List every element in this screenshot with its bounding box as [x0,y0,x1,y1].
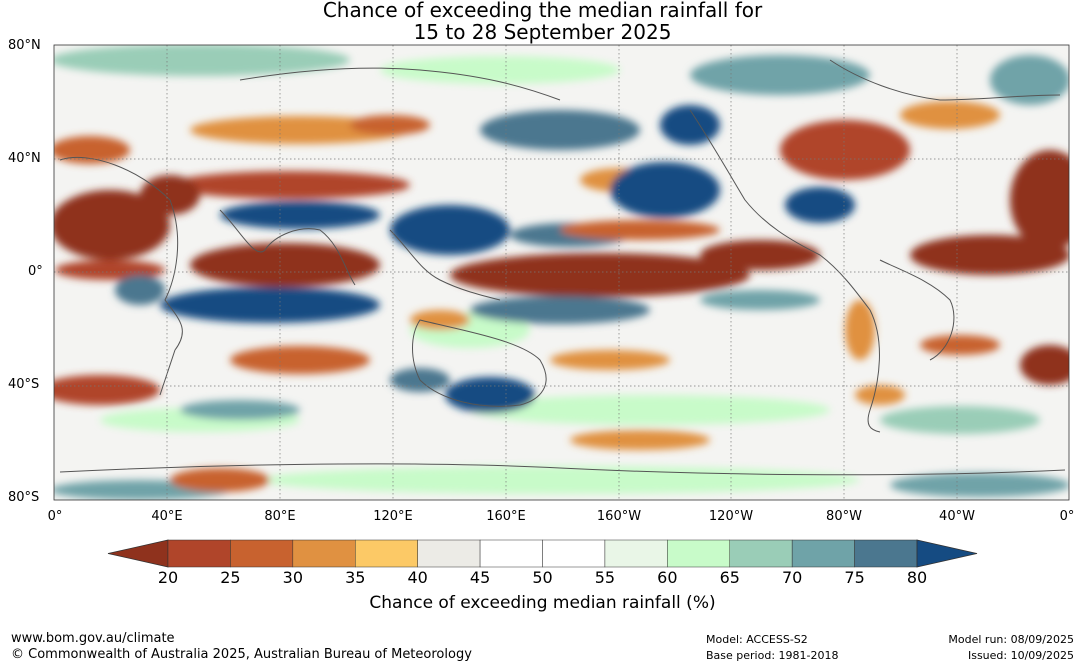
lon-label-40e: 40°E [151,509,183,524]
colorbar-segment [292,539,356,568]
colorbar-tick-label: 40 [407,568,428,587]
lon-label-120e: 120°E [373,509,413,524]
lat-label-80n: 80°N [8,38,41,53]
colorbar-tick-label: 80 [906,568,928,587]
lat-label-40n: 40°N [8,151,41,166]
colorbar-segment [604,539,668,568]
colorbar-segment [791,539,855,568]
colorbar-segment [667,539,730,568]
footer-model: Model: ACCESS-S2 [706,633,808,646]
footer-model-run: Model run: 08/09/2025 [948,633,1074,646]
colorbar-tick-label: 45 [469,568,491,587]
map-frame [53,44,1070,501]
colorbar-segment [417,539,481,568]
lon-label-160w: 160°W [596,509,642,524]
map-title-line-2: 15 to 28 September 2025 [413,20,672,44]
anomaly-patches [54,45,1069,500]
colorbar-tick-label: 60 [657,568,678,587]
lon-label-80e: 80°E [264,509,296,524]
lon-label-0-left: 0° [47,509,63,524]
lon-label-160e: 160°E [486,509,526,524]
map-field [54,45,1069,500]
colorbar-tick-label: 70 [781,568,803,587]
colorbar-over-arrow [916,539,978,568]
colorbar-tick-label: 65 [719,568,740,587]
colorbar-segment [854,539,918,568]
colorbar-tick-label: 55 [594,568,616,587]
footer-copyright: © Commonwealth of Australia 2025, Austra… [11,647,472,662]
lon-label-0-right: 0° [1059,509,1075,524]
colorbar-tick-label: 50 [532,568,553,587]
colorbar-tick-label: 75 [844,568,865,587]
footer-issued: Issued: 10/09/2025 [967,649,1074,662]
footer-url: www.bom.gov.au/climate [11,631,175,646]
lon-label-120w: 120°W [708,509,754,524]
map-title-line-1: Chance of exceeding the median rainfall … [322,0,763,22]
colorbar-segment [479,539,543,568]
lon-label-40w: 40°W [939,509,975,524]
colorbar-segment [542,539,606,568]
colorbar-segment [355,539,418,568]
colorbar-title: Chance of exceeding median rainfall (%) [369,593,716,613]
footer-base-period: Base period: 1981-2018 [706,649,839,662]
colorbar-tick-label: 20 [157,568,179,587]
lat-label-80s: 80°S [8,490,40,505]
colorbar-tick-label: 30 [282,568,304,587]
lat-label-40s: 40°S [8,377,40,392]
colorbar-tick-label: 35 [345,568,366,587]
colorbar-segment [167,539,231,568]
colorbar [107,539,978,568]
lat-label-equator: 0° [28,264,43,279]
graticule [54,45,1069,500]
coastlines [59,59,1066,476]
colorbar-under-arrow [107,539,169,568]
colorbar-segment [729,539,793,568]
colorbar-tick-label: 25 [220,568,241,587]
colorbar-segment [230,539,294,568]
lon-label-80w: 80°W [826,509,862,524]
